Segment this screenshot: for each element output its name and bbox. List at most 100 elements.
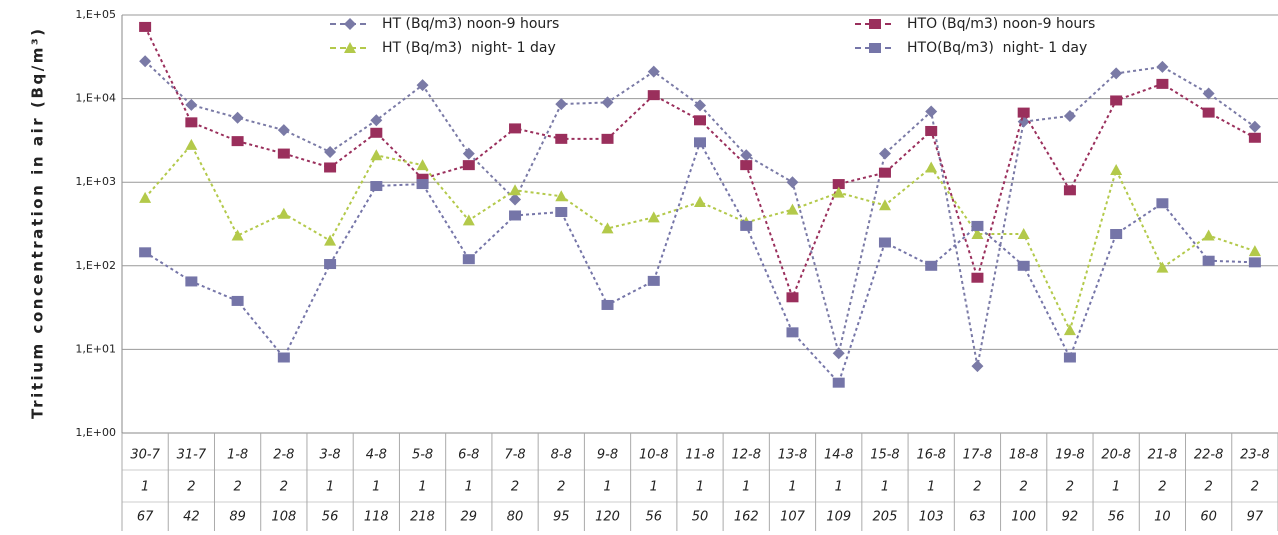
- marker: [462, 214, 475, 226]
- legend-label: HT (Bq/m3) noon-9 hours: [382, 16, 559, 32]
- marker: [139, 55, 152, 68]
- table-cell: 1: [465, 480, 473, 495]
- marker: [1063, 185, 1076, 196]
- marker: [878, 167, 891, 178]
- marker: [1156, 198, 1169, 209]
- x-tick-label: 9-8: [597, 448, 618, 463]
- table-cell: 100: [1011, 510, 1036, 525]
- marker: [462, 254, 475, 265]
- table-cell: 1: [696, 480, 704, 495]
- x-tick-label: 20-8: [1101, 448, 1131, 463]
- marker: [971, 360, 984, 373]
- x-tick-label: 5-8: [412, 448, 433, 463]
- table-cell: 1: [141, 480, 149, 495]
- marker: [344, 18, 356, 30]
- table-cell: 162: [734, 510, 759, 525]
- marker: [832, 179, 845, 190]
- marker: [231, 111, 244, 124]
- table-cell: 118: [364, 510, 389, 525]
- marker: [1110, 67, 1123, 80]
- table-cell: 2: [511, 480, 519, 495]
- marker: [1156, 78, 1169, 89]
- table-cell: 218: [410, 510, 435, 525]
- marker: [185, 117, 198, 128]
- table-cell: 10: [1154, 510, 1171, 525]
- marker: [324, 259, 337, 270]
- table-cell: 107: [780, 510, 806, 525]
- table-cell: 42: [183, 510, 200, 525]
- marker: [647, 90, 660, 101]
- marker: [277, 207, 290, 219]
- marker: [185, 138, 198, 150]
- x-tick-label: 12-8: [731, 448, 761, 463]
- table-cell: 103: [919, 510, 944, 525]
- table-cell: 2: [973, 480, 981, 495]
- table-cell: 95: [553, 510, 570, 525]
- table-cell: 1: [650, 480, 658, 495]
- table-cell: 60: [1200, 510, 1217, 525]
- marker: [555, 190, 568, 202]
- marker: [786, 327, 799, 338]
- x-tick-label: 16-8: [916, 448, 946, 463]
- marker: [832, 186, 845, 198]
- table-cell: 2: [233, 480, 241, 495]
- marker: [694, 115, 706, 126]
- marker: [416, 79, 429, 92]
- marker: [832, 377, 845, 388]
- x-tick-label: 31-7: [177, 448, 207, 463]
- marker: [971, 228, 984, 240]
- x-tick-label: 22-8: [1194, 448, 1224, 463]
- table-cell: 2: [1020, 480, 1028, 495]
- x-tick-label: 21-8: [1148, 448, 1178, 463]
- table-cell: 1: [326, 480, 334, 495]
- marker: [277, 352, 290, 363]
- x-tick-label: 13-8: [778, 448, 808, 463]
- marker: [1156, 261, 1169, 273]
- x-tick-label: 18-8: [1009, 448, 1039, 463]
- marker: [925, 105, 938, 118]
- table-cell: 2: [1066, 480, 1074, 495]
- marker: [231, 136, 244, 147]
- table-cell: 1: [742, 480, 750, 495]
- marker: [416, 173, 429, 184]
- marker: [1017, 107, 1030, 118]
- table-cell: 2: [187, 480, 195, 495]
- marker: [1063, 352, 1076, 363]
- marker: [370, 127, 383, 138]
- table-cell: 89: [229, 510, 246, 525]
- marker: [370, 149, 383, 161]
- marker: [344, 42, 356, 53]
- marker: [694, 99, 706, 112]
- marker: [139, 21, 152, 32]
- marker: [740, 220, 753, 231]
- y-tick-label: 1,E+03: [75, 175, 116, 188]
- marker: [509, 184, 522, 196]
- marker: [185, 276, 198, 287]
- marker: [971, 220, 984, 231]
- x-tick-label: 10-8: [639, 448, 669, 463]
- marker: [1248, 132, 1261, 143]
- table-cell: 1: [881, 480, 889, 495]
- marker: [555, 207, 568, 218]
- table-cell: 63: [969, 510, 986, 525]
- marker: [1202, 255, 1215, 266]
- table-cell: 50: [692, 510, 709, 525]
- table-cell: 109: [826, 510, 851, 525]
- marker: [1110, 163, 1123, 175]
- table-cell: 92: [1062, 510, 1079, 525]
- marker: [647, 275, 660, 286]
- marker: [878, 147, 891, 160]
- marker: [971, 272, 984, 283]
- table-cell: 2: [1251, 480, 1259, 495]
- y-tick-label: 1,E+04: [75, 92, 116, 105]
- marker: [462, 147, 475, 160]
- legend-label: HTO (Bq/m3) noon-9 hours: [907, 16, 1095, 32]
- marker: [1248, 245, 1261, 257]
- marker: [878, 237, 891, 248]
- table-cell: 2: [557, 480, 565, 495]
- marker: [1156, 60, 1169, 73]
- marker: [1202, 87, 1215, 100]
- marker: [1248, 120, 1261, 133]
- marker: [869, 43, 881, 53]
- legend-label: HTO(Bq/m3) night- 1 day: [907, 40, 1087, 56]
